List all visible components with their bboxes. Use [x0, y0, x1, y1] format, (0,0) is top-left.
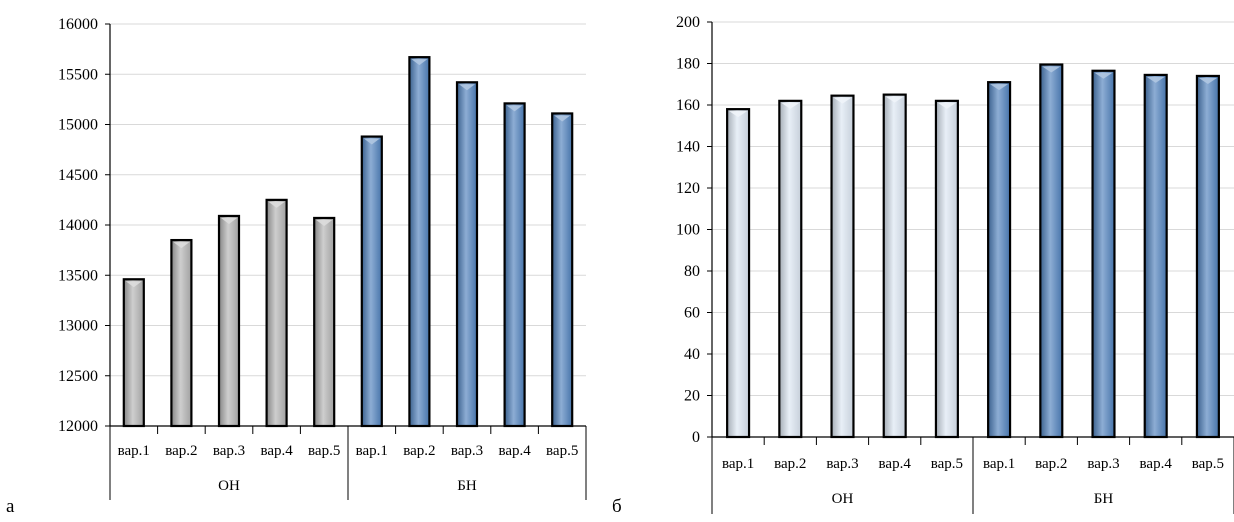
x-tick-label: вар.2	[774, 456, 806, 472]
y-tick-label: 12500	[58, 368, 98, 385]
x-tick-label: вар.5	[1192, 456, 1224, 472]
chart-panel-b: 0 20 40 60 80 100 120 140 160 180 200 вар.1 вар.2 вар…	[610, 0, 1234, 522]
bar-chart-b: 0 20 40 60 80 100 120 140 160 180 200 вар.1 вар.2 вар…	[676, 14, 1234, 514]
bar	[408, 56, 431, 428]
x-tick-label: вар.4	[879, 456, 912, 472]
bar	[170, 238, 193, 428]
bar	[1143, 73, 1168, 439]
bar	[934, 99, 959, 439]
bar	[503, 102, 526, 428]
bar	[1039, 63, 1064, 439]
x-tick-label: вар.5	[546, 443, 578, 459]
x-tick-label: вар.1	[722, 456, 754, 472]
y-tick-label: 60	[684, 305, 700, 322]
bar	[987, 81, 1012, 439]
y-tick-label: 14000	[58, 217, 98, 234]
panel-label-a: а	[6, 496, 15, 517]
bar	[455, 81, 479, 428]
bar	[265, 198, 288, 428]
y-tick-label: 13500	[58, 267, 98, 284]
y-tick-label: 140	[676, 139, 700, 156]
y-tick-label: 13000	[58, 318, 98, 335]
y-tick-label: 100	[676, 222, 700, 239]
y-tick-label: 12000	[58, 418, 98, 435]
bar	[1195, 74, 1220, 439]
bar	[122, 278, 145, 428]
y-tick-label: 15000	[58, 117, 98, 134]
x-tick-label: вар.4	[1140, 456, 1173, 472]
group-label: БН	[457, 478, 477, 494]
bar	[882, 93, 907, 439]
y-tick-label: 180	[676, 56, 700, 73]
panel-label-b: б	[612, 496, 622, 517]
x-tick-label: вар.5	[931, 456, 963, 472]
y-tick-label: 16000	[58, 16, 98, 33]
x-tick-label: вар.4	[260, 443, 293, 459]
group-label: ОН	[218, 478, 240, 494]
bar	[360, 135, 383, 428]
bar	[726, 108, 751, 439]
bar	[551, 112, 574, 428]
chart-panel-a: 12000 12500 13000 13500 14000 14500 15000 15500…	[0, 0, 600, 522]
x-tick-label: вар.2	[1035, 456, 1067, 472]
x-tick-label: вар.3	[451, 443, 483, 459]
bar	[1091, 69, 1116, 439]
y-tick-label: 20	[684, 388, 700, 405]
x-tick-label: вар.2	[403, 443, 435, 459]
group-label: ОН	[832, 491, 854, 507]
x-tick-label: вар.3	[826, 456, 858, 472]
y-tick-label: 200	[676, 14, 700, 31]
x-tick-label: вар.1	[118, 443, 150, 459]
x-tick-label: вар.3	[1087, 456, 1119, 472]
x-tick-label: вар.3	[213, 443, 245, 459]
bar	[313, 216, 336, 428]
y-tick-label: 160	[676, 97, 700, 114]
y-tick-label: 15500	[58, 66, 98, 83]
y-tick-label: 40	[684, 346, 700, 363]
bar	[830, 94, 855, 439]
x-tick-label: вар.1	[983, 456, 1015, 472]
x-tick-label: вар.4	[498, 443, 531, 459]
bar-chart-a: 12000 12500 13000 13500 14000 14500 15000 15500…	[58, 16, 587, 500]
x-tick-label: вар.5	[308, 443, 340, 459]
y-tick-label: 14500	[58, 167, 98, 184]
x-tick-label: вар.2	[165, 443, 197, 459]
y-tick-label: 0	[692, 429, 700, 446]
y-tick-label: 120	[676, 180, 700, 197]
bar	[217, 214, 241, 428]
group-label: БН	[1094, 491, 1114, 507]
x-tick-label: вар.1	[356, 443, 388, 459]
y-tick-label: 80	[684, 263, 700, 280]
bar	[778, 99, 803, 439]
